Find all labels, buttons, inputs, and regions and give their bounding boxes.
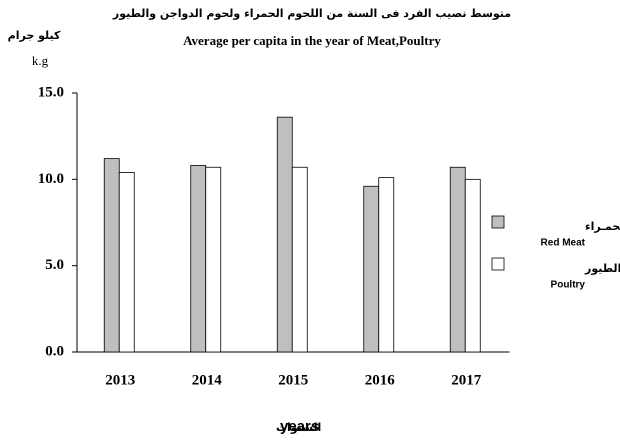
y-tick-label: 0.0 (45, 343, 64, 359)
x-axis-label: years (280, 418, 319, 435)
bar (118, 172, 135, 353)
y-tick-label: 15.0 (38, 84, 64, 100)
y-axis-label: كيلو جرام (8, 29, 61, 42)
y-tick-label: 10.0 (38, 171, 64, 187)
x-tick-label: 2016 (365, 372, 396, 388)
bar (449, 166, 466, 353)
legend-label-en: Poultry (551, 280, 586, 291)
bar (464, 178, 481, 353)
legend-label: لحوم الدواجن والطيور (584, 262, 620, 275)
bar (276, 116, 293, 353)
legend-label-en: Red Meat (541, 238, 586, 249)
bar (205, 166, 222, 353)
bar (363, 185, 380, 353)
bar (378, 177, 395, 353)
x-axis-label-ar: السنوات (276, 421, 321, 434)
x-tick-label: 2013 (105, 372, 135, 388)
y-axis-unit: k.g (32, 53, 49, 68)
x-tick-label: 2014 (192, 372, 223, 388)
legend-label: اللحـوم الحمـراء (585, 220, 620, 233)
legend-swatch (491, 215, 505, 229)
legend-swatch (491, 257, 505, 271)
y-tick-label: 5.0 (45, 257, 64, 273)
bar (291, 166, 308, 353)
x-tick-label: 2017 (451, 372, 482, 388)
bar (190, 165, 207, 353)
x-tick-label: 2015 (278, 372, 308, 388)
chart-subtitle: Average per capita in the year of Meat,P… (183, 33, 441, 48)
chart-title: متوسط نصيب الفرد فى السنة من اللحوم الحم… (112, 7, 511, 20)
bar (103, 158, 120, 353)
